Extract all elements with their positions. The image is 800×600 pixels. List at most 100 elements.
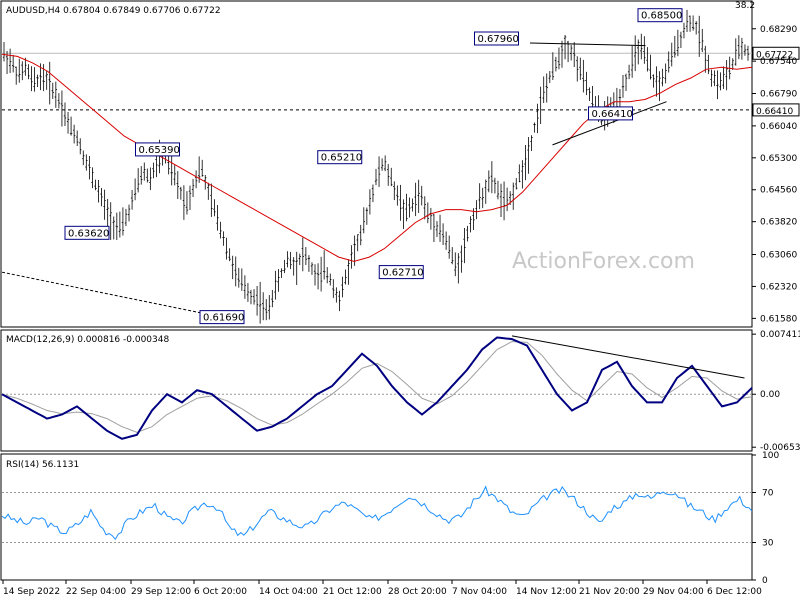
candle	[194, 170, 198, 189]
candle	[88, 156, 91, 180]
candle	[127, 204, 131, 222]
candle	[414, 182, 417, 217]
candle	[444, 231, 448, 250]
candle	[664, 63, 667, 84]
candle	[335, 287, 338, 303]
rsi-y-tick-label: 100	[762, 451, 779, 461]
candle	[661, 68, 664, 87]
x-tick-label: 14 Sep 2022	[3, 587, 60, 597]
candle	[737, 35, 741, 60]
candle	[527, 136, 530, 174]
level-label: 0.66410	[756, 107, 793, 117]
candle	[383, 155, 387, 172]
candle	[362, 207, 366, 234]
price-panel-frame	[0, 0, 753, 328]
candle	[542, 76, 545, 104]
macd-lines	[1, 335, 753, 440]
candle	[725, 60, 728, 91]
candle	[249, 289, 253, 305]
candle	[18, 58, 21, 83]
candle	[106, 198, 109, 227]
candle	[310, 262, 314, 275]
candle	[572, 42, 576, 68]
candle	[740, 37, 744, 60]
candle	[487, 170, 491, 193]
x-tick-label: 29 Nov 04:00	[643, 587, 704, 597]
candle	[255, 286, 259, 316]
candle	[676, 29, 680, 57]
trend-lines	[1, 42, 667, 315]
price-y-tick-label: 0.62320	[760, 282, 797, 292]
candle	[576, 56, 579, 82]
candle	[393, 181, 396, 201]
svg-text:0.63620: 0.63620	[68, 228, 109, 239]
candle	[140, 166, 143, 185]
candle	[322, 250, 326, 280]
price-panel-title: AUDUSD,H4 0.67804 0.67849 0.67706 0.6772…	[6, 6, 221, 16]
svg-text:0.62710: 0.62710	[382, 268, 423, 279]
candle	[563, 35, 567, 60]
candle	[124, 208, 128, 227]
candle	[143, 162, 146, 181]
candle	[551, 52, 555, 80]
macd-y-tick-label: 0.007411	[760, 330, 800, 340]
candle	[332, 279, 335, 298]
x-tick-label: 29 Sep 12:00	[131, 587, 191, 597]
candle	[265, 299, 268, 321]
candle	[588, 87, 591, 101]
candle	[637, 39, 640, 65]
candle	[630, 45, 634, 78]
rsi-lines	[1, 485, 753, 543]
rsi-y-tick-label: 70	[762, 489, 774, 499]
rsi-line	[1, 485, 753, 541]
candle	[213, 199, 216, 217]
x-tick-label: 6 Dec 12:00	[707, 587, 762, 597]
candle	[112, 216, 115, 240]
candle	[731, 58, 734, 70]
macd-signal-line	[1, 340, 753, 433]
candle	[301, 237, 305, 272]
candle	[679, 31, 683, 48]
candle	[36, 74, 39, 87]
candle	[182, 185, 186, 220]
price-y-tick-label: 0.66790	[760, 90, 797, 100]
candle	[402, 199, 405, 230]
candle	[396, 185, 399, 206]
candle	[701, 28, 704, 53]
candle	[359, 224, 362, 246]
candle	[627, 64, 631, 80]
candle	[14, 66, 18, 85]
candle	[685, 9, 689, 33]
candle	[271, 289, 274, 308]
candle	[228, 248, 231, 262]
candle	[130, 190, 134, 210]
candle	[149, 167, 152, 191]
candle	[72, 124, 76, 144]
x-tick-label: 22 Sep 04:00	[66, 587, 126, 597]
candle	[371, 184, 375, 203]
moving-average-line	[1, 53, 753, 262]
candle	[277, 269, 280, 292]
candle	[48, 61, 51, 105]
candle	[94, 179, 97, 191]
candle	[176, 171, 180, 199]
candle	[350, 245, 353, 269]
candle	[390, 167, 393, 187]
candle	[136, 168, 140, 193]
candle	[222, 231, 225, 246]
candle	[188, 185, 192, 211]
candle	[521, 160, 524, 189]
candle	[316, 263, 320, 290]
candle	[557, 47, 561, 70]
candle	[688, 15, 692, 32]
price-y-tick-label: 0.66040	[760, 122, 797, 132]
macd-y-tick-label: -0.006532	[760, 443, 800, 453]
candle	[694, 21, 698, 35]
candle	[365, 207, 369, 225]
candle	[502, 181, 506, 221]
candle	[118, 211, 122, 238]
candle	[377, 156, 381, 187]
candle	[454, 252, 457, 277]
candle	[667, 51, 670, 73]
macd-panel-title: MACD(12,26,9) 0.000816 -0.000348	[6, 335, 169, 345]
